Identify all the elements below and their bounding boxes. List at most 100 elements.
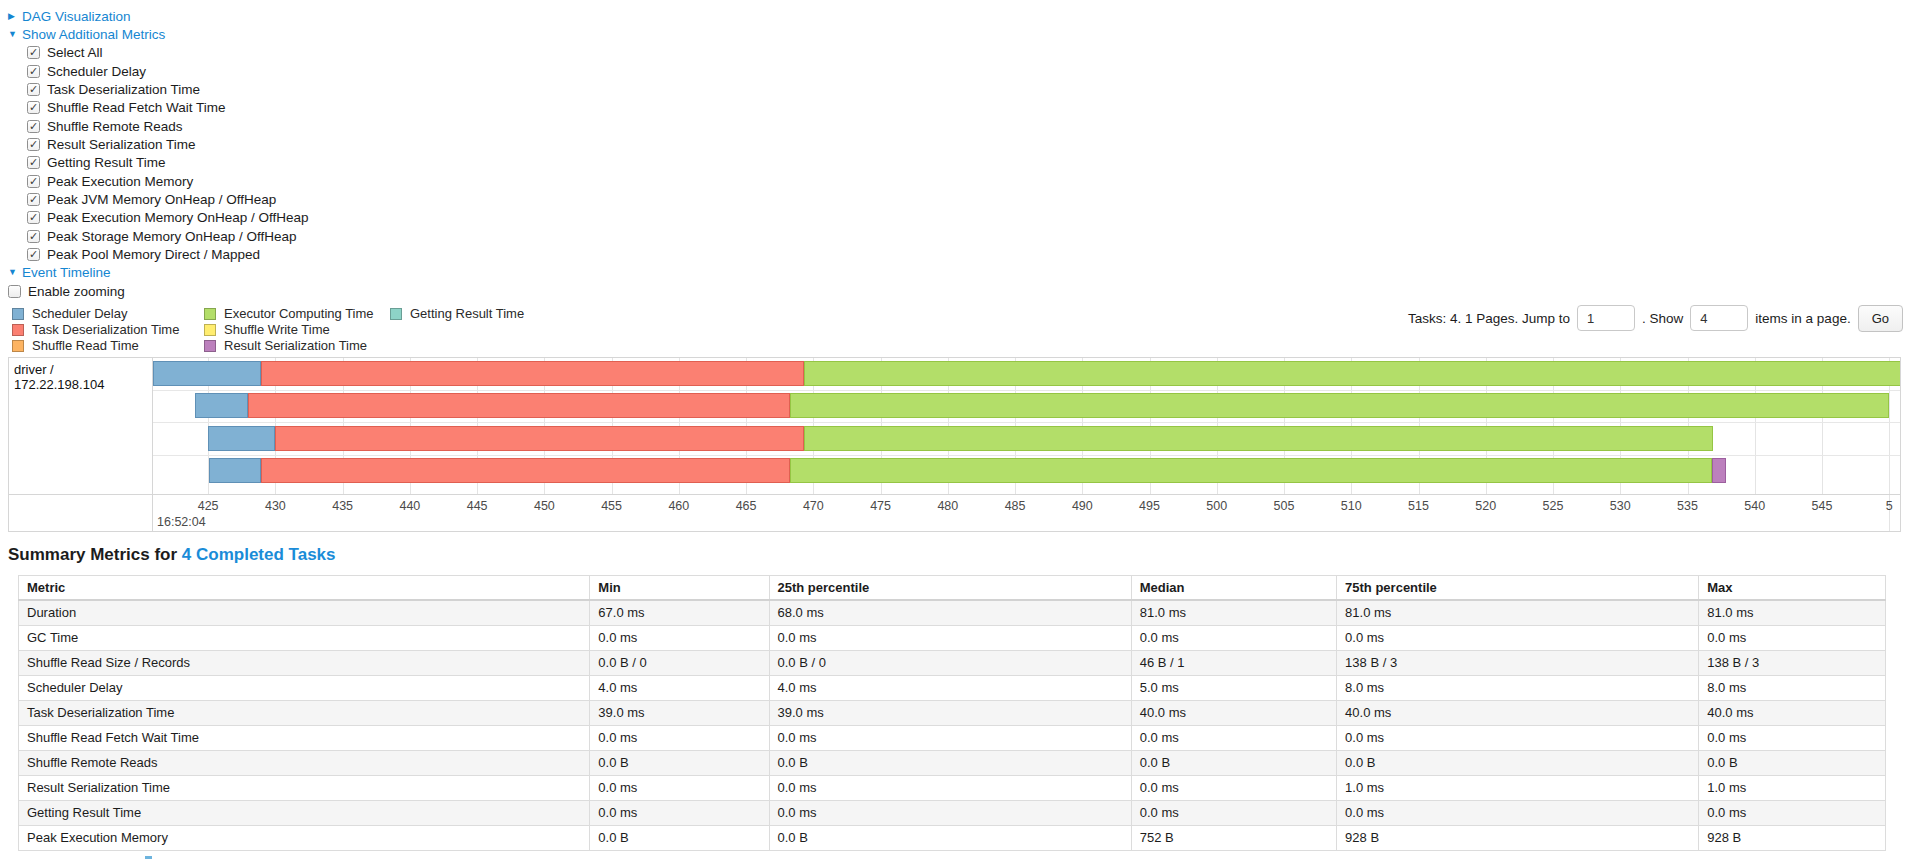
legend-label: Shuffle Read Time xyxy=(32,338,139,353)
metric-value-cell: 0.0 ms xyxy=(769,725,1131,750)
timeline-segment-executor-computing[interactable] xyxy=(790,458,1711,483)
checkbox-peak-pool-memory-direct-mapped[interactable]: ✓ xyxy=(27,248,40,261)
metric-value-cell: 928 B xyxy=(1337,825,1699,850)
metric-value-cell: 0.0 ms xyxy=(769,800,1131,825)
axis-tick-label: 545 xyxy=(1812,499,1833,513)
summary-metrics-title: Summary Metrics for 4 Completed Tasks xyxy=(8,545,1907,565)
timeline-segment-scheduler-delay[interactable] xyxy=(153,361,261,386)
enable-zooming-checkbox[interactable]: ✓ xyxy=(8,285,21,298)
metric-value-cell: 0.0 B xyxy=(1337,750,1699,775)
timeline-segment-executor-computing[interactable] xyxy=(804,426,1713,451)
event-timeline-toggle[interactable]: ▼ Event Timeline xyxy=(8,264,1907,282)
metric-checkbox-row: ✓ Task Deserialization Time xyxy=(8,80,1907,98)
checkbox-shuffle-read-fetch-wait-time[interactable]: ✓ xyxy=(27,101,40,114)
axis-tick-label: 495 xyxy=(1139,499,1160,513)
axis-tick-label: 425 xyxy=(198,499,219,513)
table-row-gc-time: GC Time0.0 ms0.0 ms0.0 ms0.0 ms0.0 ms xyxy=(19,625,1886,650)
page-size-input[interactable] xyxy=(1690,305,1748,331)
table-row-shuffle-read-fetch-wait-time: Shuffle Read Fetch Wait Time0.0 ms0.0 ms… xyxy=(19,725,1886,750)
timeline-segment-task-deserialization[interactable] xyxy=(261,361,804,386)
timeline-plot-area[interactable]: 4254304354404454504554604654704754804854… xyxy=(153,358,1900,531)
metric-value-cell: 1.0 ms xyxy=(1699,775,1886,800)
axis-tick-label: 505 xyxy=(1274,499,1295,513)
timeline-segment-result-serialization[interactable] xyxy=(1712,458,1727,483)
metric-checkbox-row: ✓ Peak Pool Memory Direct / Mapped xyxy=(8,245,1907,263)
timeline-segment-task-deserialization[interactable] xyxy=(248,393,790,418)
legend-item-getting-result-time: Getting Result Time xyxy=(390,306,524,322)
metric-value-cell: 81.0 ms xyxy=(1699,600,1886,625)
checkbox-peak-storage-memory-onheap-offheap[interactable]: ✓ xyxy=(27,230,40,243)
legend-item-executor-computing-time: Executor Computing Time xyxy=(204,306,374,322)
column-header-max: Max xyxy=(1699,575,1886,600)
checkbox-label: Peak JVM Memory OnHeap / OffHeap xyxy=(47,192,276,207)
legend-swatch xyxy=(12,340,24,352)
checkbox-result-serialization-time[interactable]: ✓ xyxy=(27,138,40,151)
metric-name-cell: Task Deserialization Time xyxy=(19,700,590,725)
legend-item-scheduler-delay: Scheduler Delay xyxy=(12,306,179,322)
checkbox-label: Peak Execution Memory OnHeap / OffHeap xyxy=(47,210,309,225)
go-button[interactable]: Go xyxy=(1858,305,1903,332)
axis-tick-label: 445 xyxy=(467,499,488,513)
checkbox-task-deserialization-time[interactable]: ✓ xyxy=(27,83,40,96)
checkbox-peak-jvm-memory-onheap-offheap[interactable]: ✓ xyxy=(27,193,40,206)
metric-name-cell: Shuffle Read Fetch Wait Time xyxy=(19,725,590,750)
jump-to-page-input[interactable] xyxy=(1577,305,1635,331)
show-additional-metrics-link[interactable]: Show Additional Metrics xyxy=(22,27,165,42)
checkbox-peak-execution-memory[interactable]: ✓ xyxy=(27,175,40,188)
metric-value-cell: 0.0 B xyxy=(590,750,769,775)
dag-visualization-toggle[interactable]: ▶ DAG Visualization xyxy=(8,7,1907,25)
axis-tick-label: 475 xyxy=(870,499,891,513)
show-additional-metrics-toggle[interactable]: ▼ Show Additional Metrics xyxy=(8,25,1907,43)
event-timeline-link[interactable]: Event Timeline xyxy=(22,265,111,280)
legend-label: Task Deserialization Time xyxy=(32,322,179,337)
axis-tick-label: 520 xyxy=(1475,499,1496,513)
axis-tick-label: 525 xyxy=(1543,499,1564,513)
legend-label: Executor Computing Time xyxy=(224,306,374,321)
axis-tick-label: 510 xyxy=(1341,499,1362,513)
checkbox-label: Select All xyxy=(47,45,103,60)
timeline-segment-scheduler-delay[interactable] xyxy=(195,393,249,418)
metric-value-cell: 0.0 ms xyxy=(1131,775,1336,800)
timeline-segment-executor-computing[interactable] xyxy=(790,393,1889,418)
checkbox-getting-result-time[interactable]: ✓ xyxy=(27,156,40,169)
checkbox-label: Task Deserialization Time xyxy=(47,82,200,97)
pagination-mid-text: . Show xyxy=(1642,311,1683,326)
checkbox-label: Peak Pool Memory Direct / Mapped xyxy=(47,247,260,262)
metric-value-cell: 67.0 ms xyxy=(590,600,769,625)
enable-zooming-row: ✓ Enable zooming xyxy=(8,282,1907,300)
metric-value-cell: 0.0 ms xyxy=(1131,800,1336,825)
legend-label: Result Serialization Time xyxy=(224,338,367,353)
metric-value-cell: 0.0 ms xyxy=(769,775,1131,800)
metric-value-cell: 0.0 ms xyxy=(1337,625,1699,650)
metric-value-cell: 0.0 ms xyxy=(590,625,769,650)
legend-label: Scheduler Delay xyxy=(32,306,127,321)
axis-tick-label: 530 xyxy=(1610,499,1631,513)
timeline-segment-scheduler-delay[interactable] xyxy=(208,426,275,451)
timeline-segment-scheduler-delay[interactable] xyxy=(209,458,260,483)
dag-visualization-link[interactable]: DAG Visualization xyxy=(22,9,131,24)
enable-zooming-label: Enable zooming xyxy=(28,284,125,299)
timeline-header: Scheduler DelayTask Deserialization Time… xyxy=(0,302,1907,357)
axis-major-time-label: 16:52:04 xyxy=(157,515,206,529)
timeline-segment-task-deserialization[interactable] xyxy=(261,458,791,483)
metric-value-cell: 0.0 B xyxy=(769,750,1131,775)
checkbox-select-all[interactable]: ✓ xyxy=(27,46,40,59)
completed-tasks-link[interactable]: 4 Completed Tasks xyxy=(182,545,336,564)
metric-value-cell: 4.0 ms xyxy=(590,675,769,700)
metric-name-cell: GC Time xyxy=(19,625,590,650)
checkbox-shuffle-remote-reads[interactable]: ✓ xyxy=(27,120,40,133)
checkbox-label: Peak Execution Memory xyxy=(47,174,193,189)
axis-tick-label: 515 xyxy=(1408,499,1429,513)
legend-swatch xyxy=(204,340,216,352)
timeline-segment-task-deserialization[interactable] xyxy=(275,426,804,451)
column-header-25th-percentile: 25th percentile xyxy=(769,575,1131,600)
metric-name-cell: Shuffle Remote Reads xyxy=(19,750,590,775)
metric-value-cell: 46 B / 1 xyxy=(1131,650,1336,675)
task-pagination: Tasks: 4. 1 Pages. Jump to . Show items … xyxy=(1408,305,1903,332)
checkbox-peak-execution-memory-onheap-offheap[interactable]: ✓ xyxy=(27,211,40,224)
checkbox-scheduler-delay[interactable]: ✓ xyxy=(27,65,40,78)
table-row-scheduler-delay: Scheduler Delay4.0 ms4.0 ms5.0 ms8.0 ms8… xyxy=(19,675,1886,700)
timeline-segment-executor-computing[interactable] xyxy=(804,361,1900,386)
caret-right-icon: ▶ xyxy=(8,12,22,21)
pagination-suffix-text: items in a page. xyxy=(1755,311,1850,326)
